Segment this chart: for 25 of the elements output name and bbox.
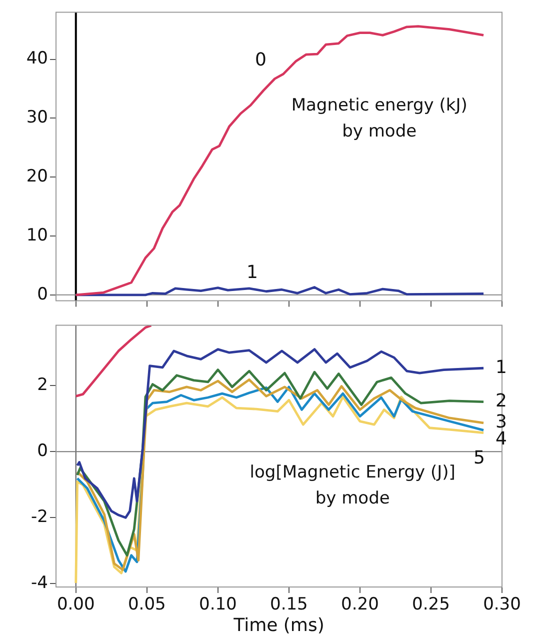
x-tick-label: 0.05 bbox=[128, 594, 166, 615]
y-tick-label: 10 bbox=[26, 225, 48, 246]
x-tick-label: 0.20 bbox=[341, 594, 379, 615]
x-tick-label: 0.25 bbox=[412, 594, 450, 615]
series-label: 4 bbox=[496, 428, 507, 450]
x-tick-label: 0.15 bbox=[270, 594, 308, 615]
series-label: 2 bbox=[496, 390, 507, 412]
x-axis-title: Time (ms) bbox=[232, 614, 324, 636]
series-label: 5 bbox=[474, 448, 485, 469]
y-tick-label: 0 bbox=[37, 441, 48, 462]
series-label: 0 bbox=[255, 49, 266, 70]
y-tick-label: 2 bbox=[37, 375, 48, 396]
x-tick-label: 0.30 bbox=[483, 594, 521, 615]
annotation: Magnetic energy (kJ) by mode bbox=[291, 95, 468, 142]
x-tick-label: 0.00 bbox=[56, 594, 95, 615]
x-tick-label: 0.10 bbox=[198, 594, 237, 615]
y-tick-label: -4 bbox=[31, 573, 48, 594]
y-tick-label: -2 bbox=[31, 507, 48, 528]
series-label: 1 bbox=[246, 262, 258, 284]
y-tick-label: 0 bbox=[37, 284, 48, 304]
y-tick-label: 30 bbox=[26, 108, 48, 128]
annotation: log[Magnetic Energy (J)] by mode bbox=[250, 462, 456, 509]
y-tick-label: 40 bbox=[26, 48, 48, 69]
series-label: 1 bbox=[496, 356, 507, 378]
y-tick-label: 20 bbox=[26, 166, 48, 187]
